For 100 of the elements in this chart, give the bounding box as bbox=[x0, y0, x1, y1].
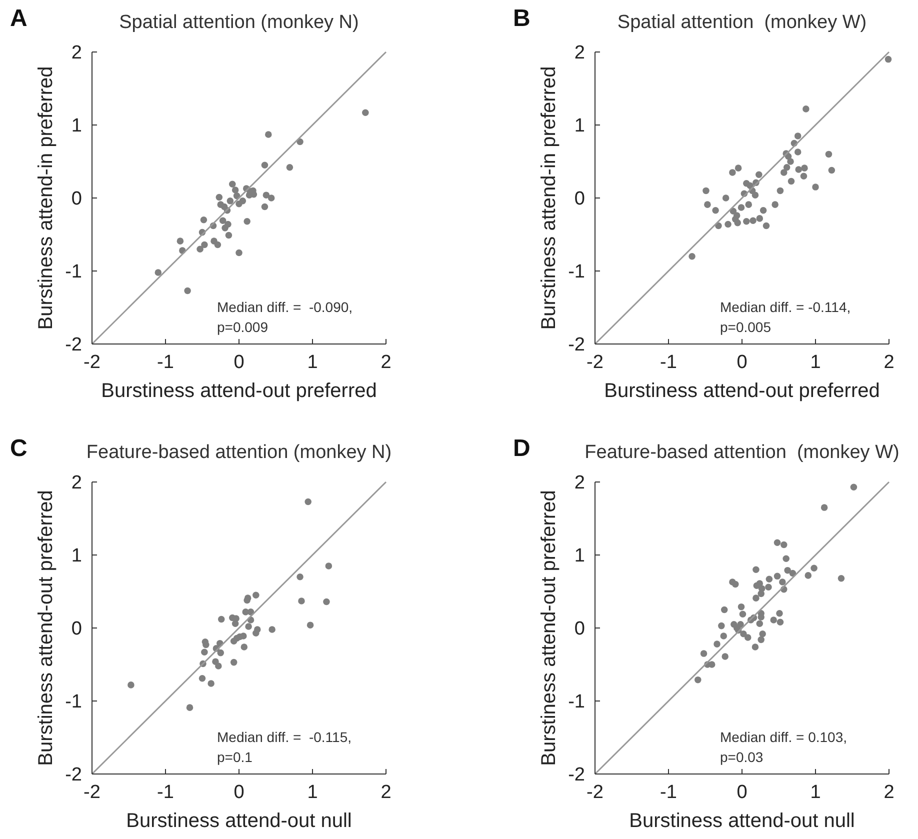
point bbox=[722, 194, 730, 202]
point bbox=[759, 630, 766, 638]
point bbox=[245, 623, 252, 630]
point bbox=[750, 217, 756, 224]
point bbox=[783, 164, 790, 171]
y-tick-label: -2 bbox=[65, 334, 82, 356]
annotation: Median diff. = 0.103, bbox=[720, 729, 847, 745]
point bbox=[296, 574, 304, 580]
point bbox=[176, 238, 184, 244]
y-tick-label: 0 bbox=[574, 618, 585, 640]
text: D bbox=[513, 435, 530, 462]
point bbox=[756, 171, 762, 178]
point bbox=[810, 564, 818, 572]
point bbox=[776, 187, 784, 194]
point bbox=[820, 504, 828, 511]
point bbox=[752, 192, 759, 198]
x-tick-label: -1 bbox=[660, 782, 677, 803]
point bbox=[828, 166, 836, 174]
point bbox=[154, 269, 162, 276]
point bbox=[201, 241, 208, 248]
point bbox=[186, 704, 194, 711]
annotation: Median diff. = -0.114, bbox=[720, 299, 851, 315]
x-tick-label: 1 bbox=[307, 352, 318, 373]
y-tick-label: 2 bbox=[574, 42, 585, 64]
point bbox=[198, 674, 206, 682]
point bbox=[758, 590, 764, 598]
point bbox=[729, 169, 736, 176]
point bbox=[779, 578, 786, 586]
point bbox=[286, 164, 294, 171]
point bbox=[219, 217, 226, 224]
point bbox=[762, 222, 770, 230]
x-axis-title: Burstiness attend-out null bbox=[126, 810, 352, 832]
point bbox=[794, 132, 802, 140]
point bbox=[268, 194, 275, 202]
point bbox=[225, 232, 232, 239]
y-tick-label: 1 bbox=[71, 546, 82, 567]
y-tick-label: 0 bbox=[71, 188, 82, 210]
point bbox=[230, 638, 238, 645]
point bbox=[794, 148, 802, 156]
point bbox=[801, 164, 808, 172]
x-axis-title: Burstiness attend-out preferred bbox=[604, 380, 880, 402]
point bbox=[296, 138, 304, 146]
y-tick-label: -1 bbox=[568, 692, 585, 713]
point bbox=[739, 610, 746, 618]
point bbox=[208, 680, 214, 687]
point bbox=[252, 592, 260, 599]
point bbox=[720, 606, 728, 614]
point bbox=[776, 618, 784, 626]
y-tick-label: 2 bbox=[574, 472, 585, 494]
point bbox=[224, 220, 232, 228]
point bbox=[838, 574, 845, 582]
chart-title: Spatial attention (monkey N) bbox=[119, 12, 359, 33]
point bbox=[216, 194, 223, 201]
x-tick-label: 0 bbox=[736, 352, 748, 373]
point bbox=[776, 610, 783, 617]
point bbox=[325, 562, 332, 570]
point bbox=[765, 584, 772, 590]
point bbox=[215, 662, 222, 670]
y-tick-label: -1 bbox=[568, 262, 585, 283]
annotation: p=0.009 bbox=[217, 319, 268, 335]
point bbox=[128, 682, 134, 688]
point bbox=[196, 246, 204, 252]
point bbox=[756, 215, 764, 222]
point bbox=[265, 131, 272, 138]
y-axis-title: Burstiness attend-out preferred bbox=[35, 490, 57, 766]
point bbox=[306, 622, 314, 628]
point bbox=[236, 249, 242, 256]
point bbox=[740, 630, 747, 638]
point bbox=[268, 626, 276, 633]
y-axis-title: Burstiness attend-out preferred bbox=[538, 490, 560, 766]
y-tick-label: -1 bbox=[65, 262, 82, 283]
point bbox=[812, 184, 819, 190]
y-tick-label: 2 bbox=[71, 42, 82, 64]
point bbox=[804, 572, 812, 579]
x-tick-label: 1 bbox=[307, 782, 318, 803]
point bbox=[788, 178, 795, 185]
text: C bbox=[10, 435, 28, 462]
y-axis-title: Burstiness attend-in preferred bbox=[538, 66, 560, 330]
point bbox=[802, 106, 810, 112]
y-tick-label: 1 bbox=[71, 116, 82, 137]
text: A bbox=[10, 5, 28, 32]
x-tick-label: -1 bbox=[157, 782, 174, 803]
x-tick-label: 1 bbox=[810, 782, 821, 803]
y-tick-label: 1 bbox=[574, 116, 585, 137]
point bbox=[217, 649, 224, 656]
point bbox=[782, 555, 790, 562]
point bbox=[738, 204, 745, 211]
point bbox=[800, 172, 808, 180]
x-tick-label: 2 bbox=[380, 782, 392, 803]
point bbox=[722, 653, 728, 660]
point bbox=[714, 640, 720, 648]
x-axis-title: Burstiness attend-out null bbox=[629, 810, 855, 832]
chart-title: Feature-based attention (monkey W) bbox=[584, 442, 900, 463]
x-tick-label: 2 bbox=[884, 782, 894, 803]
point bbox=[774, 572, 781, 580]
chart-title: Feature-based attention (monkey N) bbox=[86, 442, 392, 463]
annotation: p=0.005 bbox=[720, 319, 772, 335]
point bbox=[230, 658, 238, 666]
point bbox=[738, 603, 745, 610]
point bbox=[244, 218, 250, 225]
